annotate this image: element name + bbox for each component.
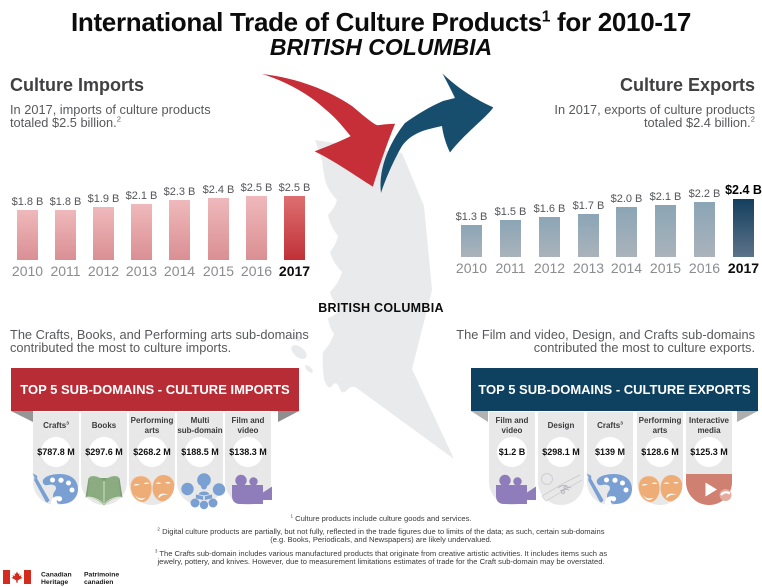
svg-text:Canadian: Canadian	[41, 572, 72, 579]
svg-text:Heritage: Heritage	[41, 579, 68, 586]
svg-text:canadien: canadien	[84, 579, 113, 586]
svg-text:Patrimoine: Patrimoine	[84, 572, 119, 579]
